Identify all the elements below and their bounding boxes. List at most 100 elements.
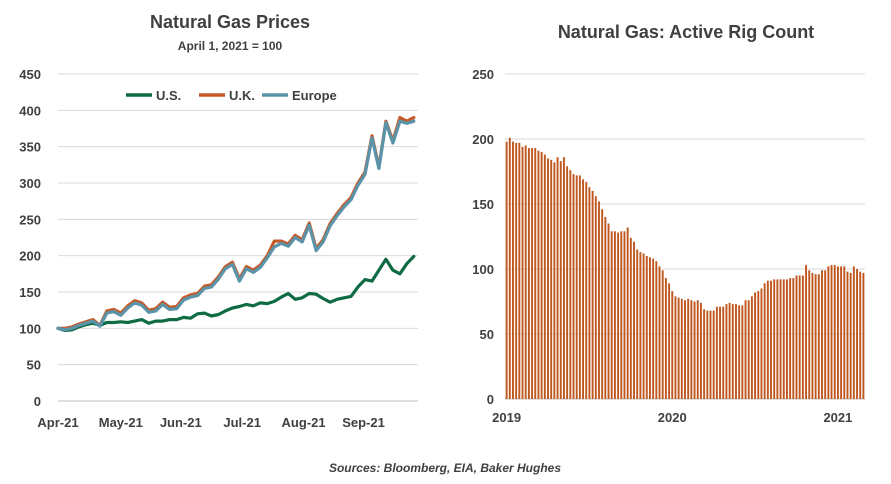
series-line-europe xyxy=(56,119,416,332)
rig-count-bar xyxy=(594,196,597,399)
rig-count-bar xyxy=(719,306,721,399)
prices-y-tick-label: 150 xyxy=(19,285,41,300)
rig-count-bar xyxy=(684,300,686,399)
rig-count-bars xyxy=(505,137,865,399)
rig-count-bar xyxy=(703,309,706,399)
rig-count-bar xyxy=(856,269,858,399)
prices-y-tick-label: 350 xyxy=(19,140,41,155)
rig-count-bar xyxy=(805,265,808,399)
rig-count-bar xyxy=(789,278,792,399)
rig-count-bar xyxy=(814,274,817,399)
rig-count-bar xyxy=(696,300,699,399)
rig-count-y-tick-label: 0 xyxy=(487,392,494,407)
rig-count-bar xyxy=(649,257,651,399)
rig-count-bar xyxy=(785,279,788,399)
rig-count-bar xyxy=(547,158,549,399)
rig-count-bar xyxy=(639,252,642,399)
rig-count-bar xyxy=(515,142,518,399)
rig-count-bar xyxy=(760,288,763,399)
rig-count-bar xyxy=(830,265,833,399)
rig-count-bar xyxy=(636,249,639,399)
rig-count-bar xyxy=(690,300,693,399)
rig-count-bar xyxy=(859,271,862,399)
rig-count-bar xyxy=(846,271,849,399)
prices-y-tick-label: 250 xyxy=(19,212,41,227)
rig-count-bar xyxy=(770,280,772,399)
rig-count-bar xyxy=(843,266,846,399)
rig-count-bar xyxy=(766,280,769,399)
rig-count-bar xyxy=(792,278,795,399)
prices-y-tick-label: 450 xyxy=(19,67,41,82)
rig-count-bar xyxy=(709,310,712,399)
rig-count-x-tick-label: 2020 xyxy=(658,410,687,425)
rig-count-bar xyxy=(556,157,559,399)
prices-y-tick-labels: 0 50 100 150 200 250 300 350 400 450 xyxy=(19,67,41,409)
prices-chart-title: Natural Gas Prices xyxy=(150,12,310,32)
rig-count-bar xyxy=(782,279,785,399)
rig-count-bar xyxy=(735,304,737,399)
prices-x-tick-labels: Apr-21 May-21 Jun-21 Jul-21 Aug-21 Sep-21 xyxy=(37,415,384,430)
rig-count-bar xyxy=(808,270,811,399)
rig-count-bar xyxy=(722,306,725,399)
rig-count-bar xyxy=(754,292,757,399)
rig-count-bar xyxy=(518,142,521,399)
rig-count-bar xyxy=(773,279,776,399)
rig-count-bar xyxy=(817,274,820,399)
rig-count-bar xyxy=(540,152,543,399)
rig-count-y-tick-label: 250 xyxy=(472,67,494,82)
rig-count-bar xyxy=(512,141,514,399)
prices-y-tick-label: 0 xyxy=(34,394,41,409)
rig-count-bar xyxy=(543,154,546,399)
rig-count-bar xyxy=(655,261,658,399)
rig-count-bar xyxy=(591,191,594,399)
rig-count-bar xyxy=(629,237,632,399)
rig-count-bar xyxy=(664,278,667,399)
rig-count-bar xyxy=(582,179,585,399)
rig-count-bar xyxy=(744,300,747,399)
rig-count-bar xyxy=(862,272,865,399)
rig-count-y-tick-label: 50 xyxy=(480,327,494,342)
rig-count-bar xyxy=(569,170,572,399)
rig-count-bar xyxy=(610,231,613,399)
prices-legend: U.S. U.K. Europe xyxy=(126,88,337,103)
rig-count-bar xyxy=(836,266,839,399)
prices-x-tick-label: Jun-21 xyxy=(160,415,202,430)
rig-count-bar xyxy=(550,159,553,399)
rig-count-bar xyxy=(505,141,508,399)
rig-count-bar xyxy=(738,305,741,399)
rig-count-bar xyxy=(849,272,852,399)
rig-count-bar xyxy=(613,231,616,399)
rig-count-bar xyxy=(827,266,830,399)
prices-x-tick-label: May-21 xyxy=(99,415,143,430)
rig-count-y-tick-label: 150 xyxy=(472,197,494,212)
rig-count-bar xyxy=(852,266,855,399)
rig-count-bar xyxy=(668,283,671,399)
rig-count-bar xyxy=(731,304,734,399)
rig-count-bar xyxy=(531,148,534,399)
rig-count-bar xyxy=(757,291,760,399)
rig-count-bar xyxy=(801,275,804,399)
rig-count-bar xyxy=(521,146,524,399)
rig-count-bar xyxy=(633,241,635,399)
rig-count-bar xyxy=(661,270,664,399)
prices-y-tick-label: 200 xyxy=(19,249,41,264)
rig-count-bar xyxy=(693,301,696,399)
rig-count-bar xyxy=(840,266,843,399)
rig-count-bar xyxy=(821,270,823,399)
rig-count-bar xyxy=(776,279,779,399)
rig-count-y-tick-label: 200 xyxy=(472,132,494,147)
rig-count-bar xyxy=(747,300,750,399)
prices-x-tick-label: Sep-21 xyxy=(342,415,385,430)
rig-count-bar xyxy=(562,157,565,399)
series-line-uk xyxy=(56,115,416,330)
rig-count-bar xyxy=(712,310,715,399)
rig-count-x-tick-label: 2021 xyxy=(823,410,852,425)
rig-count-bar xyxy=(725,304,728,399)
prices-y-tick-label: 100 xyxy=(19,321,41,336)
rig-count-bar xyxy=(687,298,690,399)
rig-count-bar xyxy=(706,310,709,399)
legend-label-uk: U.K. xyxy=(229,88,255,103)
rig-count-bar xyxy=(585,181,588,399)
rig-count-bar xyxy=(508,137,511,399)
rig-count-bar xyxy=(795,275,798,399)
